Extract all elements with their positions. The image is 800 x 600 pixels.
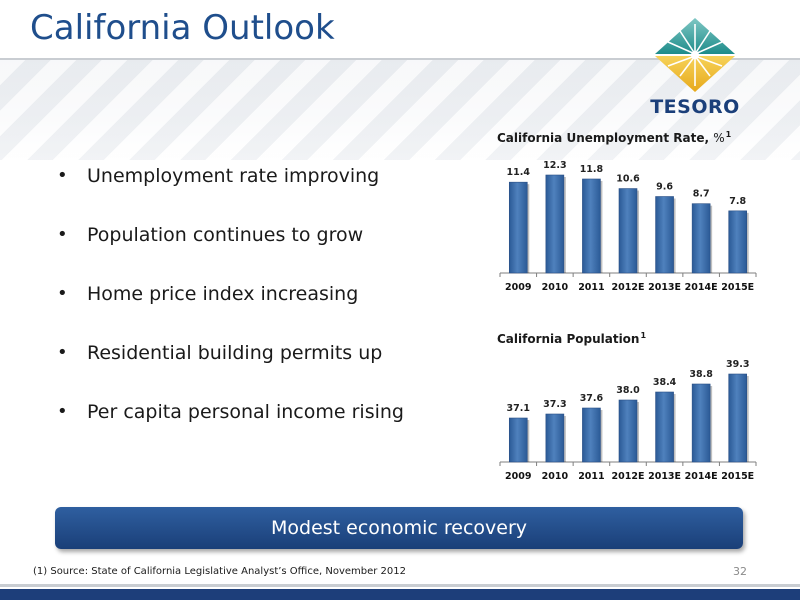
unemployment-bar-chart: 11.4 2009 12.3 2010 11.8 2011 10.6 2012E 9.6 2013…	[499, 160, 757, 293]
bar	[508, 181, 528, 274]
bar	[582, 407, 601, 463]
bullet-text: Population continues to grow	[87, 224, 364, 246]
chart-title-text: California Population	[497, 332, 640, 346]
bullet-item: • Unemployment rate improving	[55, 160, 475, 219]
footer-divider	[0, 584, 800, 587]
title-divider	[0, 58, 800, 60]
data-label: 38.0	[616, 385, 640, 396]
data-label: 37.1	[507, 403, 530, 414]
data-label: 38.8	[689, 369, 713, 380]
data-label: 9.6	[656, 182, 673, 193]
bar	[691, 203, 711, 274]
logo-wordmark: TESORO	[650, 96, 740, 118]
bar	[728, 210, 748, 274]
x-tick-label: 2014E	[685, 282, 718, 293]
x-tick-label: 2015E	[721, 471, 754, 482]
bullet-icon: •	[57, 401, 68, 422]
bullet-text: Unemployment rate improving	[87, 165, 380, 187]
bar	[545, 174, 565, 274]
footer-band	[0, 589, 800, 600]
bullet-item: • Population continues to grow	[55, 219, 475, 278]
chart-title-unit: %	[713, 131, 725, 145]
x-tick-label: 2010	[542, 471, 569, 482]
bar	[618, 188, 638, 274]
chart-title-footnote-marker: 1	[725, 130, 732, 139]
x-tick-label: 2014E	[685, 471, 718, 482]
background-band	[0, 60, 800, 160]
data-label: 11.8	[580, 164, 604, 175]
bar	[655, 196, 674, 274]
x-tick-label: 2009	[505, 471, 531, 482]
data-label: 39.3	[726, 359, 749, 370]
bullet-list: • Unemployment rate improving • Population…	[55, 160, 475, 455]
data-label: 8.7	[693, 189, 710, 200]
page-title: California Outlook	[30, 8, 335, 48]
x-tick-label: 2011	[578, 471, 604, 482]
x-tick-label: 2009	[505, 282, 531, 293]
x-tick-label: 2010	[542, 282, 569, 293]
chart-title-text: California Unemployment Rate,	[497, 131, 710, 145]
unemployment-chart-title: California Unemployment Rate, %1	[497, 130, 731, 145]
population-chart-title: California Population1	[497, 331, 646, 346]
bullet-icon: •	[57, 165, 68, 186]
data-label: 11.4	[507, 167, 531, 178]
chart-title-footnote-marker: 1	[640, 331, 647, 340]
data-label: 7.8	[729, 196, 746, 207]
data-label: 38.4	[653, 377, 677, 388]
bar	[655, 391, 674, 463]
bar	[582, 178, 601, 274]
data-label: 10.6	[616, 174, 640, 185]
bullet-text: Per capita personal income rising	[87, 401, 404, 423]
x-tick-label: 2012E	[612, 471, 645, 482]
bullet-text: Residential building permits up	[87, 342, 383, 364]
x-tick-label: 2015E	[721, 282, 754, 293]
data-label: 12.3	[543, 160, 566, 171]
x-tick-label: 2013E	[648, 471, 681, 482]
bullet-item: • Per capita personal income rising	[55, 396, 475, 455]
bar	[545, 413, 565, 463]
bullet-item: • Residential building permits up	[55, 337, 475, 396]
x-tick-label: 2011	[578, 282, 604, 293]
tesoro-emblem-icon	[655, 18, 735, 92]
bullet-text: Home price index increasing	[87, 283, 359, 305]
bar	[618, 399, 638, 463]
bullet-icon: •	[57, 224, 68, 245]
tesoro-logo: TESORO	[640, 16, 750, 124]
bullet-item: • Home price index increasing	[55, 278, 475, 337]
data-label: 37.3	[543, 399, 566, 410]
data-label: 37.6	[580, 393, 604, 404]
x-tick-label: 2013E	[648, 282, 681, 293]
page-number: 32	[733, 565, 747, 578]
source-footnote: (1) Source: State of California Legislat…	[33, 566, 407, 577]
x-tick-label: 2012E	[612, 282, 645, 293]
bar	[691, 383, 711, 463]
bullet-icon: •	[57, 283, 68, 304]
bullet-icon: •	[57, 342, 68, 363]
population-bar-chart: 37.1 2009 37.3 2010 37.6 2011 38.0 2012E 38.4 201…	[499, 359, 757, 482]
summary-banner: Modest economic recovery	[55, 507, 743, 549]
bar	[508, 417, 528, 463]
bar	[728, 373, 748, 463]
